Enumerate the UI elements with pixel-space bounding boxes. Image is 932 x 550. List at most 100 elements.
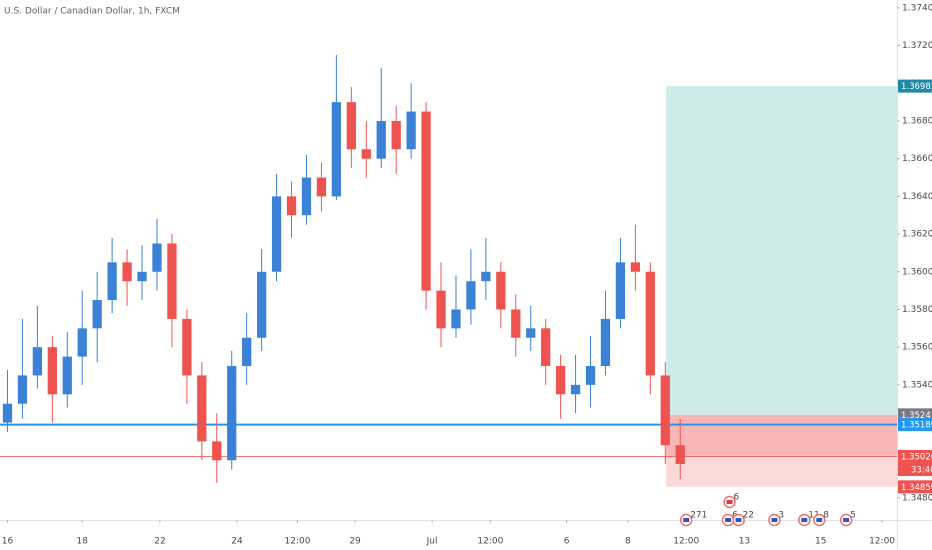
event-count: 22 [743, 511, 754, 521]
countdown-bg [898, 462, 932, 476]
y-tick-label: 1.36200 [902, 230, 932, 240]
event-flag [801, 518, 808, 522]
candle-body [660, 375, 670, 446]
overlay-layer [0, 86, 897, 487]
candle-body [167, 243, 177, 319]
chart-title: U.S. Dollar / Canadian Dollar, 1h, FXCM [4, 7, 180, 17]
candle-body [675, 445, 685, 465]
candle-body [585, 366, 596, 385]
candle-body [451, 309, 461, 329]
horizontal-line-label: 1.35189 [901, 421, 932, 431]
stop-zone [666, 414, 897, 487]
x-tick-label: 18 [76, 537, 88, 547]
y-tick-label: 1.36400 [902, 192, 932, 202]
x-tick-label: 22 [154, 537, 165, 547]
last-price-label: 1.35020 [901, 452, 932, 462]
x-tick-label: 24 [231, 537, 243, 547]
event-flag [843, 518, 850, 522]
candle-body [197, 375, 207, 442]
event-flag [725, 518, 732, 522]
candle-body [331, 102, 342, 197]
event-flag [683, 518, 690, 522]
event-count: 8 [823, 511, 829, 521]
candle-body [630, 262, 641, 272]
open-loss-zone [666, 414, 897, 457]
event-flag [726, 500, 733, 504]
x-tick-label: Jul [426, 537, 438, 547]
x-tick-label: 6 [564, 537, 570, 547]
y-tick-label: 1.37400 [902, 3, 932, 13]
candle-body [361, 149, 371, 159]
y-tick-label: 1.34800 [902, 493, 932, 503]
event-flag [816, 518, 823, 522]
candle-layer [2, 55, 685, 483]
y-tick-label: 1.35400 [902, 380, 932, 390]
candle-body [481, 271, 491, 282]
target-label: 1.36985 [901, 82, 932, 92]
candle-body [421, 111, 431, 291]
x-tick-label: 8 [625, 537, 631, 547]
candle-body [122, 262, 132, 282]
candle-body [541, 328, 551, 367]
candle-body [2, 403, 13, 423]
candle-body [645, 271, 655, 376]
x-tick-label: 12:00 [869, 537, 895, 547]
countdown: 33:40 [911, 465, 932, 475]
candle-body [32, 347, 43, 376]
candle-body [286, 196, 297, 216]
candle-body [107, 262, 117, 301]
candle-body [137, 271, 147, 282]
candle-body [466, 281, 476, 310]
event-count: 11 [808, 511, 819, 521]
stop-label: 1.34859 [901, 483, 932, 493]
horizontal-line-label-bg [898, 418, 932, 432]
candle-body [242, 337, 252, 367]
target-label-bg [898, 79, 932, 93]
candle-body [526, 328, 536, 338]
candle-body [227, 366, 237, 461]
candle-body [152, 243, 162, 272]
candle-body [511, 309, 521, 338]
candle-body [182, 318, 192, 376]
y-tick-label: 1.37200 [902, 41, 932, 51]
candle-body [615, 262, 626, 319]
x-tick-label: 12:00 [285, 537, 311, 547]
candle-body [92, 300, 102, 329]
y-tick-label: 1.36600 [902, 154, 932, 164]
candle-body [570, 384, 581, 395]
candle-body [391, 121, 401, 150]
x-tick-label: 13 [739, 537, 750, 547]
candle-body [271, 196, 282, 272]
event-count: 6 [734, 493, 740, 503]
event-count: 5 [850, 511, 856, 521]
event-count: 271 [690, 511, 707, 521]
event-flag [771, 518, 778, 522]
event-flag [735, 518, 742, 522]
y-tick-label: 1.36000 [902, 267, 932, 277]
candle-body [555, 366, 566, 395]
stop-label-bg [898, 480, 932, 494]
x-tick-label: 16 [2, 537, 14, 547]
target-zone [666, 86, 897, 415]
candle-body [17, 375, 28, 404]
entry-label-bg [898, 408, 932, 422]
candle-body [47, 347, 57, 395]
y-tick-label: 1.36800 [902, 117, 932, 127]
y-tick-label: 1.35800 [902, 305, 932, 315]
candle-body [77, 328, 87, 357]
candle-body [406, 111, 416, 150]
candle-body [212, 441, 222, 461]
x-tick-label: 12:00 [477, 537, 503, 547]
candle-body [600, 318, 611, 367]
candle-body [496, 271, 506, 310]
event-count: 3 [778, 511, 784, 521]
candle-body [256, 271, 267, 338]
candle-body [301, 177, 312, 216]
candle-body [376, 121, 386, 159]
candle-body [436, 290, 446, 329]
last-price-label-bg [898, 449, 932, 463]
